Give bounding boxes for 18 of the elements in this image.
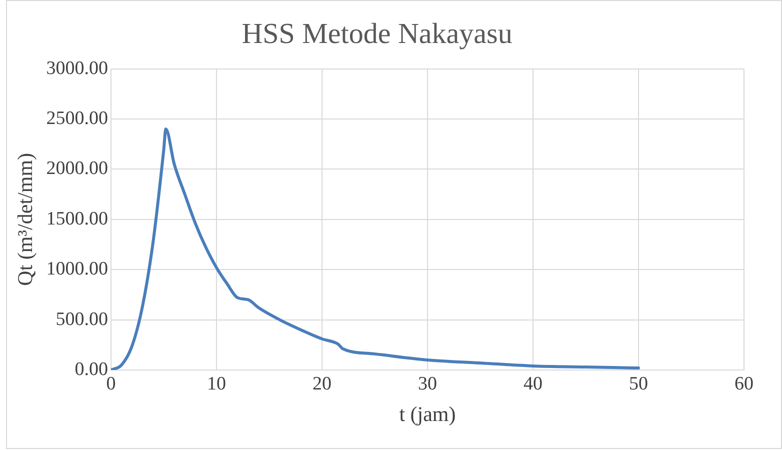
y-tick-label: 2500.00: [46, 108, 108, 129]
x-tick-label: 50: [628, 373, 648, 394]
x-tick-label: 60: [734, 373, 754, 394]
y-tick-label: 1000.00: [46, 258, 108, 280]
line-series: [110, 128, 640, 370]
x-tick-label: 20: [312, 373, 332, 394]
x-tick-label: 30: [418, 373, 437, 394]
x-tick-label: 40: [523, 373, 542, 394]
y-tick-label: 3000.00: [46, 58, 108, 79]
chart-title: HSS Metode Nakayasu: [242, 18, 512, 50]
y-tick-label: 500.00: [56, 308, 108, 330]
y-tick-label: 1500.00: [46, 208, 108, 230]
y-tick-label: 0.00: [74, 358, 108, 380]
y-axis-title: Qt (m³/det/mm): [13, 152, 38, 286]
y-tick-label: 2000.00: [46, 158, 108, 180]
x-axis-title: t (jam): [399, 402, 456, 426]
x-tick-label: 0: [106, 373, 116, 394]
x-tick-label: 10: [206, 373, 226, 394]
